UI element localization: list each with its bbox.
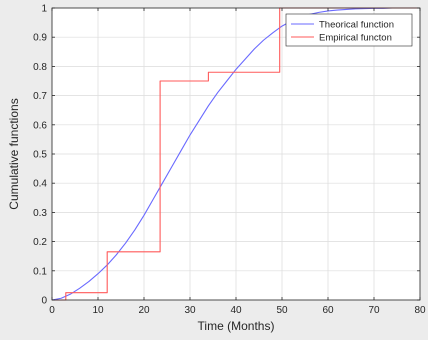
y-tick-label: 1	[41, 4, 47, 15]
x-tick-label: 70	[368, 305, 380, 316]
x-tick-label: 50	[276, 305, 288, 316]
series-layer	[51, 7, 420, 301]
y-tick-label: 0	[41, 296, 47, 307]
series-line-theorical	[51, 7, 420, 301]
series-line-empirical	[52, 7, 420, 301]
x-tick-label: 80	[414, 305, 426, 316]
x-tick-label: 30	[184, 305, 196, 316]
x-tick-label: 10	[92, 305, 104, 316]
legend: Theorical function Empirical functon	[285, 13, 413, 47]
legend-label-theorical: Theorical function	[319, 19, 394, 30]
x-tick-label: 60	[322, 305, 334, 316]
x-tick-label: 20	[138, 305, 150, 316]
y-tick-label: 0.2	[33, 237, 47, 248]
y-tick-label: 0.9	[33, 33, 47, 44]
y-tick-label: 0.7	[33, 91, 47, 102]
y-tick-label: 0.5	[33, 150, 47, 161]
y-tick-label: 0.1	[33, 266, 47, 277]
y-tick-label: 0.8	[33, 62, 47, 73]
ticks: 0 10 20 30 40 50 60 70 80 0 0.1 0.2 0.3 0.4 0.5 0.6 0.7 0…	[33, 4, 426, 317]
x-axis-label: Time (Months)	[198, 319, 275, 333]
legend-box	[285, 13, 413, 47]
y-tick-label: 0.6	[33, 120, 47, 131]
x-tick-label: 40	[230, 305, 242, 316]
y-axis-label: Cumulative functions	[7, 98, 21, 209]
y-tick-label: 0.4	[33, 179, 47, 190]
x-tick-label: 0	[49, 305, 55, 316]
legend-label-empirical: Empirical functon	[319, 32, 392, 43]
y-tick-label: 0.3	[33, 208, 47, 219]
